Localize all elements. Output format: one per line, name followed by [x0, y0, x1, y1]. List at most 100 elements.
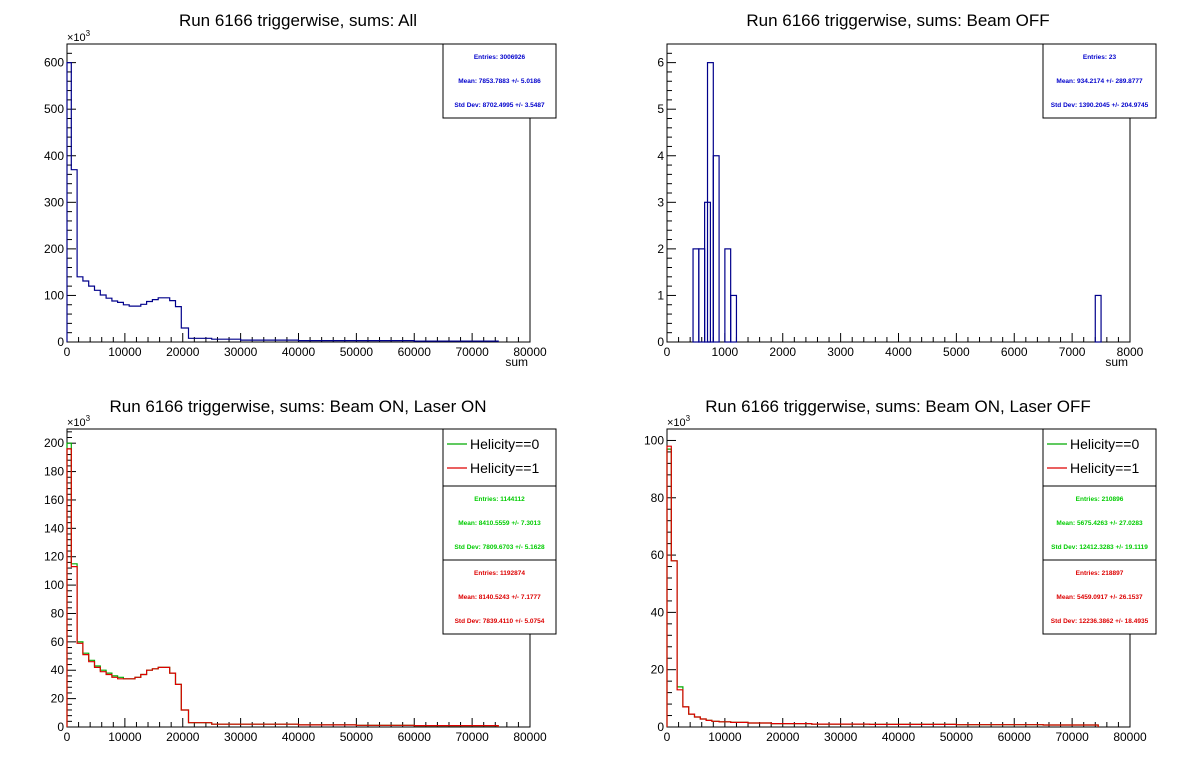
y-tick-label: 2 [657, 242, 664, 256]
stats-std-dev: Std Dev: 8702.4995 +/- 3.5487 [454, 102, 545, 109]
y-tick-label: 500 [44, 102, 64, 116]
x-tick-label: 40000 [882, 730, 916, 744]
x-tick-label: 0 [64, 730, 71, 744]
x-tick-label: 60000 [998, 730, 1032, 744]
y-tick-label: 4 [657, 149, 664, 163]
stats-entries: Entries: 1192874 [474, 570, 525, 577]
x-tick-label: 4000 [885, 345, 912, 359]
y-tick-label: 80 [651, 491, 665, 505]
x-tick-label: 30000 [824, 730, 858, 744]
y-axis-multiplier: ×103 [67, 29, 91, 44]
x-tick-label: 30000 [224, 730, 258, 744]
y-tick-label: 80 [51, 606, 65, 620]
histogram-bin [1094, 294, 1102, 343]
x-tick-label: 80000 [1113, 730, 1147, 744]
y-axis-multiplier: ×103 [667, 414, 691, 429]
stats-mean: Mean: 8140.5243 +/- 7.1777 [458, 594, 541, 601]
stats-std-dev: Std Dev: 12236.3862 +/- 18.4935 [1051, 618, 1149, 625]
x-tick-label: 60000 [398, 730, 432, 744]
x-tick-label: 0 [64, 345, 71, 359]
stats-box [1042, 485, 1157, 561]
x-tick-label: 8000 [1117, 345, 1144, 359]
y-tick-label: 200 [44, 242, 64, 256]
stats-mean: Mean: 7853.7883 +/- 5.0186 [458, 78, 541, 85]
stats-box [1042, 43, 1157, 119]
y-tick-label: 600 [44, 56, 64, 70]
legend-box [442, 428, 557, 487]
stats-mean: Mean: 934.2174 +/- 289.8777 [1056, 78, 1143, 85]
x-tick-label: 40000 [282, 345, 316, 359]
histogram-bin [712, 155, 720, 343]
x-tick-label: 10000 [108, 345, 142, 359]
y-tick-label: 60 [51, 635, 65, 649]
histogram-panel-1: Run 6166 triggerwise, sums: All 0 10000 200… [44, 11, 557, 369]
x-tick-label: 70000 [455, 345, 489, 359]
stats-entries: Entries: 1144112 [474, 496, 525, 503]
legend-box [1042, 428, 1157, 487]
multiplier-base: ×10 [67, 32, 86, 44]
y-tick-label: 40 [651, 605, 665, 619]
histogram-panel-3: Run 6166 triggerwise, sums: Beam ON, Las… [44, 397, 557, 744]
multiplier-exponent: 3 [86, 29, 91, 38]
stats-mean: Mean: 5459.0917 +/- 26.1537 [1056, 594, 1143, 601]
x-tick-label: 80000 [513, 730, 547, 744]
stats-mean: Mean: 5675.4263 +/- 27.0283 [1056, 520, 1143, 527]
x-tick-label: 70000 [455, 730, 489, 744]
x-tick-label: 20000 [166, 730, 200, 744]
x-tick-label: 3000 [827, 345, 854, 359]
histogram-bin [730, 294, 738, 343]
panel-title: Run 6166 triggerwise, sums: Beam ON, Las… [705, 397, 1090, 416]
stats-entries: Entries: 218897 [1076, 570, 1124, 577]
multiplier-exponent: 3 [86, 414, 91, 423]
multiplier-exponent: 3 [686, 414, 691, 423]
stats-box [442, 43, 557, 119]
x-tick-label: 70000 [1055, 730, 1089, 744]
x-tick-label: 80000 [513, 345, 547, 359]
stats-box [1042, 559, 1157, 635]
histogram-series-main [66, 62, 499, 342]
stats-entries: Entries: 23 [1083, 54, 1117, 61]
panel-title: Run 6166 triggerwise, sums: Beam ON, Las… [110, 397, 487, 416]
y-tick-label: 160 [44, 493, 64, 507]
x-tick-label: 6000 [1001, 345, 1028, 359]
stats-entries: Entries: 210896 [1076, 496, 1124, 503]
x-tick-label: 2000 [769, 345, 796, 359]
x-axis-label: sum [505, 355, 528, 369]
x-tick-label: 50000 [340, 345, 374, 359]
y-tick-label: 20 [51, 692, 65, 706]
panel-title: Run 6166 triggerwise, sums: Beam OFF [746, 11, 1049, 30]
histogram-panel-2: Run 6166 triggerwise, sums: Beam OFF 0 100… [657, 11, 1157, 369]
x-tick-label: 20000 [766, 730, 800, 744]
y-tick-label: 3 [657, 195, 664, 209]
y-axis-multiplier: ×103 [67, 414, 91, 429]
stats-entries: Entries: 3006926 [474, 54, 526, 61]
y-tick-label: 0 [57, 720, 64, 734]
y-tick-label: 200 [44, 436, 64, 450]
y-tick-label: 60 [651, 548, 665, 562]
stats-box [442, 559, 557, 635]
multiplier-base: ×10 [667, 417, 686, 429]
y-tick-label: 400 [44, 149, 64, 163]
x-tick-label: 30000 [224, 345, 258, 359]
legend-label: Helicity==0 [470, 436, 539, 452]
y-tick-label: 140 [44, 521, 64, 535]
histogram-series-helicity-1 [666, 445, 1099, 727]
y-tick-label: 100 [44, 578, 64, 592]
x-axis-label: sum [1105, 355, 1128, 369]
panel-title: Run 6166 triggerwise, sums: All [179, 11, 417, 30]
x-tick-label: 20000 [166, 345, 200, 359]
legend-label: Helicity==1 [1070, 460, 1139, 476]
multiplier-base: ×10 [67, 417, 86, 429]
y-tick-label: 100 [44, 288, 64, 302]
y-tick-label: 300 [44, 195, 64, 209]
x-tick-label: 0 [664, 730, 671, 744]
y-tick-label: 40 [51, 663, 65, 677]
y-tick-label: 0 [657, 335, 664, 349]
x-tick-label: 10000 [708, 730, 742, 744]
x-tick-label: 1000 [712, 345, 739, 359]
stats-std-dev: Std Dev: 12412.3283 +/- 19.1119 [1051, 544, 1148, 551]
y-tick-label: 180 [44, 465, 64, 479]
y-tick-label: 1 [657, 288, 664, 302]
legend-label: Helicity==0 [1070, 436, 1139, 452]
